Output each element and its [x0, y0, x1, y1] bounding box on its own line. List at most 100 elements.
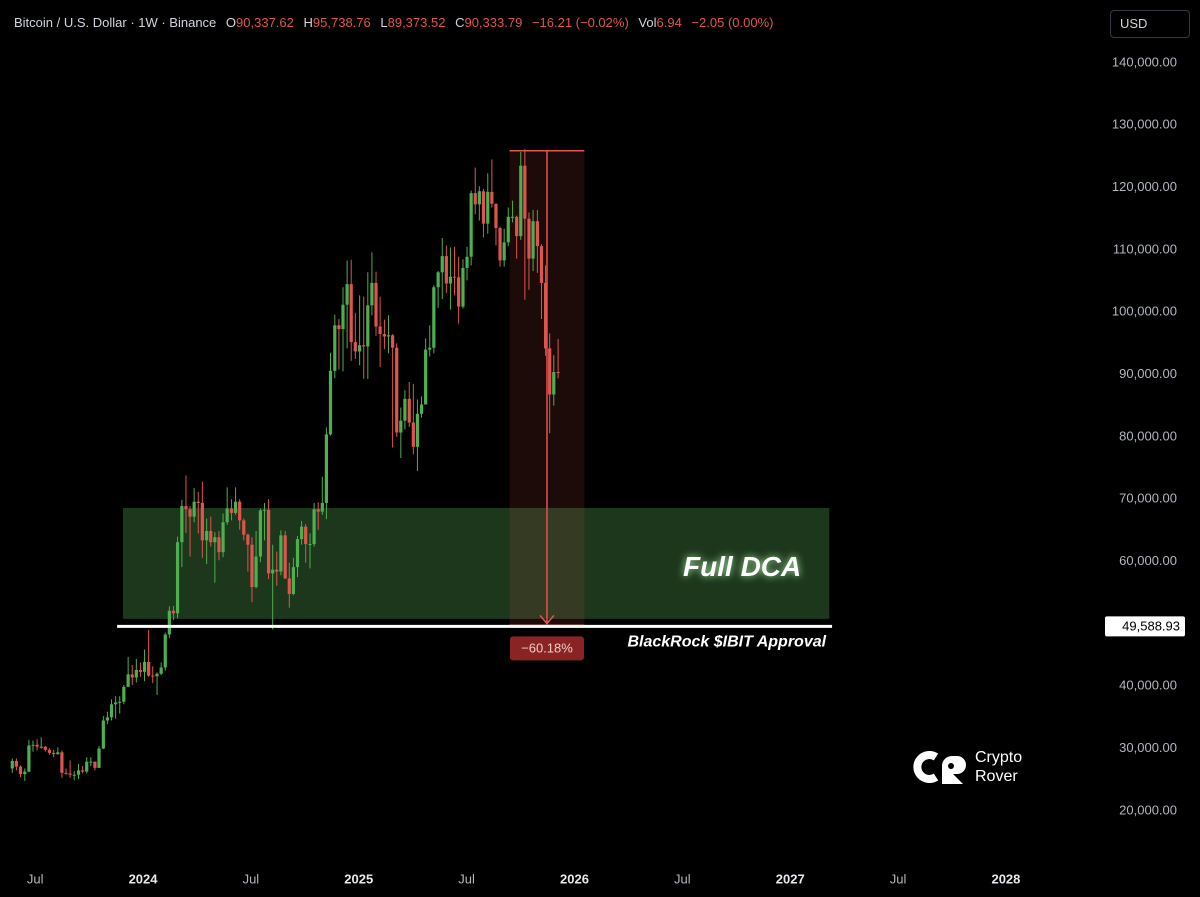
- candle-body: [159, 667, 163, 674]
- candle-body: [444, 256, 448, 284]
- candle-body: [105, 717, 110, 721]
- candle-body: [391, 335, 395, 348]
- candle-body: [39, 746, 43, 748]
- symbol-title: Bitcoin / U.S. Dollar · 1W · Binance: [14, 15, 217, 30]
- candle-body: [419, 404, 424, 414]
- chart-header: Bitcoin / U.S. Dollar · 1W · Binance O 90…: [14, 15, 773, 30]
- candle-body: [242, 520, 246, 535]
- stat-key: O: [225, 15, 237, 30]
- price-tag: [1105, 616, 1185, 637]
- candle-body: [238, 501, 242, 521]
- candle-body: [494, 203, 498, 229]
- candle-body: [68, 773, 72, 775]
- candle-body: [23, 771, 27, 775]
- candle-body: [101, 720, 105, 749]
- measure-label-box: [509, 636, 584, 661]
- stat-key: L: [380, 15, 388, 30]
- candle-body: [316, 509, 320, 512]
- candle-body: [411, 422, 415, 447]
- candle-body: [205, 530, 209, 541]
- candle-body: [118, 701, 122, 703]
- candle-body: [424, 349, 428, 405]
- candle-body: [163, 634, 167, 668]
- candle-body: [552, 372, 556, 395]
- candle-body: [324, 434, 328, 503]
- y-tick-label: 30,000.00: [1119, 740, 1177, 755]
- candle-body: [184, 506, 188, 510]
- y-tick-label: 140,000.00: [1112, 54, 1177, 69]
- candle-body: [180, 506, 184, 543]
- volume-key: Vol: [638, 15, 657, 30]
- candle-body: [279, 535, 283, 572]
- y-tick-label: 90,000.00: [1119, 366, 1177, 381]
- candle-body: [109, 704, 114, 718]
- candle-body: [490, 191, 494, 204]
- candle-body: [498, 228, 502, 261]
- candle-body: [221, 522, 225, 553]
- candle-body: [254, 556, 258, 588]
- candle-body: [502, 242, 506, 261]
- y-tick-label: 20,000.00: [1119, 802, 1177, 817]
- stat-value: 90,333.79: [464, 15, 523, 30]
- candle-body: [175, 542, 180, 614]
- candle-body: [192, 501, 196, 517]
- candle-body: [10, 761, 14, 769]
- candle-body: [341, 304, 345, 330]
- candle-body: [93, 761, 97, 768]
- candle-body: [556, 372, 560, 374]
- candle-body: [436, 272, 440, 288]
- candle-body: [515, 216, 519, 237]
- candle-body: [399, 420, 403, 433]
- volume-change: −2.05 (0.00%): [691, 15, 774, 30]
- candle-body: [225, 508, 229, 523]
- candle-body: [52, 752, 56, 755]
- candle-body: [27, 745, 31, 772]
- candle-body: [233, 501, 238, 513]
- y-tick-label: 60,000.00: [1119, 553, 1177, 568]
- volume-value: 6.94: [656, 15, 682, 30]
- candle-body: [14, 761, 18, 767]
- candle-body: [548, 348, 552, 395]
- candle-body: [320, 502, 324, 512]
- candle-body: [97, 748, 101, 768]
- currency-button[interactable]: USD: [1110, 10, 1190, 38]
- candle-body: [358, 345, 362, 352]
- candle-body: [448, 276, 453, 284]
- candle-body: [473, 193, 477, 205]
- candle-body: [328, 370, 333, 435]
- candle-body: [188, 509, 192, 517]
- candle-body: [130, 674, 134, 678]
- candle-body: [415, 413, 420, 447]
- candle-body: [295, 539, 300, 568]
- candle-body: [523, 165, 527, 219]
- candle-body: [262, 509, 267, 511]
- candle-body: [134, 669, 138, 678]
- candle-body: [266, 509, 271, 574]
- candle-body: [18, 766, 23, 775]
- candle-body: [147, 661, 151, 676]
- candle-body: [47, 749, 52, 753]
- candle-body: [60, 752, 64, 773]
- candle-body: [304, 526, 308, 545]
- candle-body: [64, 772, 68, 774]
- x-tick-label: Jul: [890, 871, 907, 886]
- dca-zone: [122, 507, 830, 619]
- candle-body: [403, 398, 407, 421]
- candle-body: [465, 256, 469, 268]
- y-tick-label: 120,000.00: [1112, 179, 1177, 194]
- candle-body: [457, 277, 461, 307]
- candle-body: [345, 284, 349, 305]
- candle-body: [374, 282, 378, 327]
- candle-body: [378, 326, 382, 335]
- candle-body: [126, 674, 130, 687]
- candle-body: [287, 578, 291, 594]
- candle-body: [461, 267, 465, 307]
- candle-body: [89, 761, 93, 763]
- measure-label: −60.18%: [521, 640, 573, 655]
- candle-body: [543, 282, 548, 349]
- candle-body: [506, 216, 510, 243]
- price-tag-label: 49,588.93: [1122, 618, 1180, 633]
- candle-body: [35, 744, 39, 747]
- y-tick-label: 110,000.00: [1113, 241, 1177, 256]
